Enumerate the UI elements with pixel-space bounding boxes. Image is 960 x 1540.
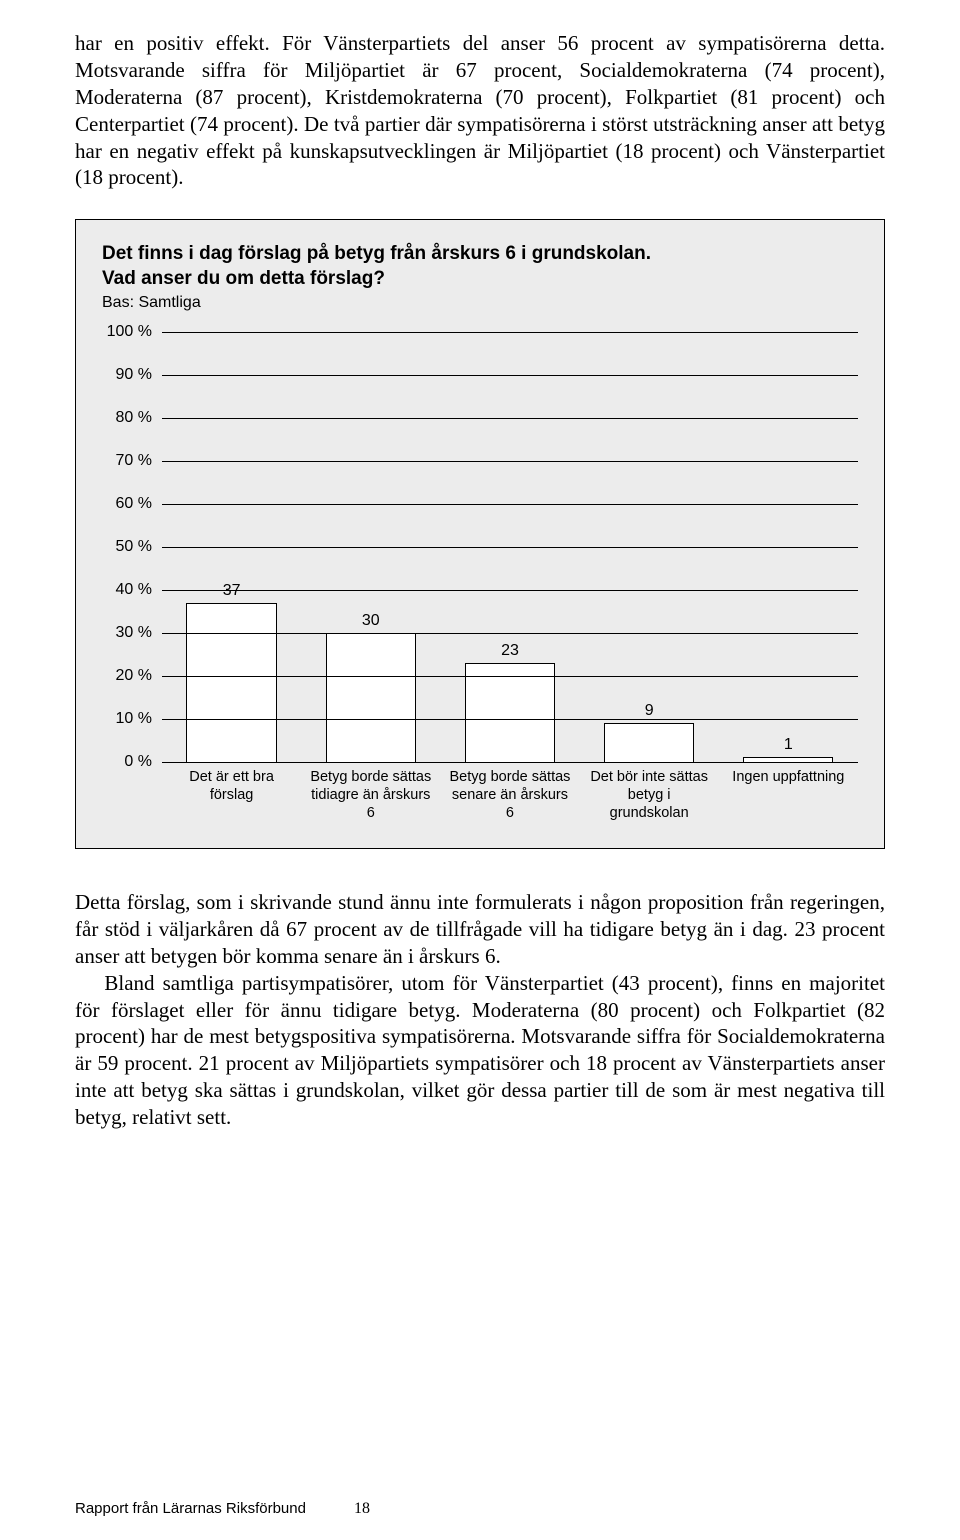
x-tick-label: Det är ett bra förslag — [169, 768, 294, 822]
gridline — [162, 676, 858, 677]
gridline — [162, 547, 858, 548]
plot-area: 37 30 23 9 1 — [162, 332, 858, 762]
paragraph-3: Bland samtliga partisympatisörer, utom f… — [75, 970, 885, 1131]
gridline — [162, 461, 858, 462]
bar-column: 30 — [308, 612, 433, 762]
bar-column: 1 — [726, 736, 851, 761]
x-tick-label: Ingen uppfattning — [726, 768, 851, 822]
bar — [604, 723, 694, 762]
x-axis-labels: Det är ett bra förslag Betyg borde sättas… — [162, 768, 858, 822]
page-footer: Rapport från Lärarnas Riksförbund 18 — [75, 1500, 885, 1518]
chart-subtitle: Bas: Samtliga — [102, 294, 858, 312]
bar-column: 9 — [587, 702, 712, 762]
chart-container: Det finns i dag förslag på betyg från år… — [75, 219, 885, 849]
x-tick-label: Det bör inte sättas betyg i grundskolan — [587, 768, 712, 822]
paragraph-1: har en positiv effekt. För Vänsterpartie… — [75, 30, 885, 191]
gridline — [162, 762, 858, 763]
bar-value-label: 1 — [784, 736, 793, 754]
bar — [326, 633, 416, 762]
footer-text: Rapport från Lärarnas Riksförbund — [75, 1500, 306, 1517]
footer-page-number: 18 — [354, 1500, 370, 1518]
chart-title-line1: Det finns i dag förslag på betyg från år… — [102, 242, 858, 267]
bar — [465, 663, 555, 762]
gridline — [162, 375, 858, 376]
page: har en positiv effekt. För Vänsterpartie… — [0, 0, 960, 1540]
bar — [186, 603, 276, 762]
gridline — [162, 332, 858, 333]
x-tick-label: Betyg borde sättas senare än årskurs 6 — [447, 768, 572, 822]
gridline — [162, 418, 858, 419]
y-axis: 100 %90 %80 %70 %60 %50 %40 %30 %20 %10 … — [102, 332, 162, 762]
bar-value-label: 23 — [501, 642, 519, 660]
chart-plot: 100 %90 %80 %70 %60 %50 %40 %30 %20 %10 … — [102, 332, 858, 762]
bar-column: 37 — [169, 582, 294, 762]
x-tick-label: Betyg borde sättas tidiagre än årskurs 6 — [308, 768, 433, 822]
bar-column: 23 — [447, 642, 572, 762]
gridline — [162, 719, 858, 720]
paragraph-2: Detta förslag, som i skrivande stund änn… — [75, 889, 885, 970]
bar-value-label: 9 — [645, 702, 654, 720]
gridline — [162, 504, 858, 505]
gridline — [162, 590, 858, 591]
chart-title-line2: Vad anser du om detta förslag? — [102, 267, 858, 292]
gridline — [162, 633, 858, 634]
bar-value-label: 30 — [362, 612, 380, 630]
